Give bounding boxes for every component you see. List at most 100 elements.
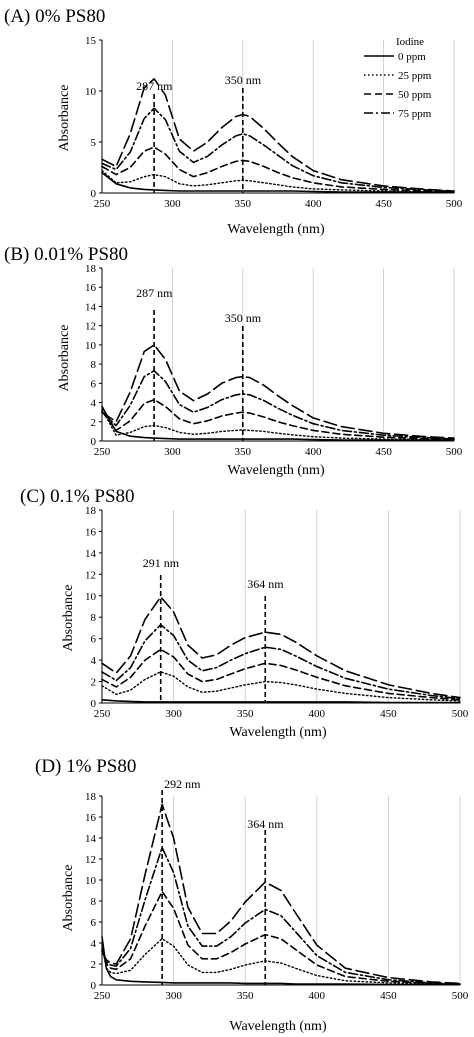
panel-d-x-tick-label: 350 [237,990,254,1002]
panel-b-title: (B) 0.01% PS80 [4,244,128,265]
panel-c-series-1-line [101,671,461,702]
panel-a-x-tick-label: 450 [375,198,392,210]
panel-a-plot: 250 300 350 400 450 500 0 5 10 15 287 nm 350 nm [85,35,463,210]
panel-c-y-tick-label: 6 [91,634,97,646]
panel-a-y-tick-label: 10 [85,86,97,98]
panel-c-x-tick-label: 350 [237,708,254,720]
panel-a-x-tick-label: 250 [94,198,111,210]
panel-a-x-tick-label: 300 [164,198,181,210]
panel-d-series-2-line [101,890,461,985]
panel-d-plot: 250 300 350 400 450 500 0 2 4 6 8 10 12 14 16 18 292 nm 3… [85,777,469,1002]
panel-b-x-tick-label: 400 [305,446,322,458]
panel-d-series-0-line [101,935,461,986]
panel-a-peak-label: 350 nm [225,73,262,87]
panel-c-y-tick-label: 18 [85,505,97,517]
panel-b-series-1-line [101,408,455,441]
panel-b-series-0-line [101,405,455,441]
panel-d-y-tick-label: 0 [91,980,97,992]
panel-b-peak-label: 287 nm [136,286,173,300]
panel-a-series-4-line [101,78,455,192]
legend-entries: 0 ppm 25 ppm 50 ppm 75 ppm [364,51,432,120]
panel-d-y-tick-label: 2 [91,959,97,971]
panel-b-series-3-line [101,369,455,440]
panel-c-x-tick-label: 400 [309,708,326,720]
panel-b-xlabel: Wavelength (nm) [227,463,325,478]
panel-a-y-tick-label: 15 [85,35,97,47]
panel-c-series-4-line [101,596,461,699]
panel-b-y-tick-label: 4 [91,398,97,410]
panel-c-x-tick-label: 500 [452,708,469,720]
panel-c-y-tick-label: 2 [91,677,97,689]
panel-d: (D) 1% PS80 250 300 350 400 450 500 0 2 4 6 8 10 12 1… [35,756,469,1034]
panel-c-plot: 250 300 350 400 450 500 0 2 4 6 8 10 12 14 16 18 291 nm 3… [85,505,469,720]
panel-a-x-tick-label: 400 [305,198,322,210]
panel-a-peak-label: 287 nm [136,79,173,93]
panel-d-y-tick-label: 4 [91,938,97,950]
panel-d-y-tick-label: 10 [85,875,97,887]
panel-b-y-tick-label: 14 [85,301,97,313]
panel-d-x-tick-label: 500 [452,990,469,1002]
legend-label: 75 ppm [398,108,432,120]
panel-d-series-1-line [101,938,461,986]
panel-c-y-tick-label: 4 [91,655,97,667]
panel-d-peak-label: 292 nm [164,777,201,791]
panel-b-x-tick-label: 250 [94,446,111,458]
panel-c-y-tick-label: 10 [85,591,97,603]
panel-a-series-1-line [101,169,455,194]
panel-d-y-tick-label: 6 [91,917,97,929]
panel-c-xlabel: Wavelength (nm) [229,725,327,740]
panel-b-y-tick-label: 12 [85,321,96,333]
panel-b-series-2-line [101,398,455,441]
panel-a-ylabel: Absorbance [57,85,72,152]
panel-d-xlabel: Wavelength (nm) [229,1019,327,1034]
panel-b-y-tick-label: 16 [85,282,97,294]
panel-c-peak-label: 291 nm [143,556,180,570]
panel-d-x-tick-label: 300 [165,990,182,1002]
panel-c-y-tick-label: 8 [91,612,97,624]
panel-a-series-2-line [101,146,455,193]
panel-b-x-tick-label: 350 [235,446,252,458]
panel-c: (C) 0.1% PS80 250 300 350 400 450 500 0 2 4 6 8 10 1… [20,486,469,740]
panel-b-plot: 250 300 350 400 450 500 0 2 4 6 8 10 12 14 16 18 287 nm 3… [85,263,463,458]
panel-d-y-tick-label: 14 [85,833,97,845]
panel-b-y-tick-label: 2 [91,417,97,429]
panel-c-y-tick-label: 0 [91,698,97,710]
panel-d-series-3-line [101,846,461,985]
panel-d-x-tick-label: 450 [380,990,397,1002]
panel-b-x-tick-label: 450 [375,446,392,458]
panel-b-y-tick-label: 0 [91,436,97,448]
panel-d-x-tick-label: 250 [94,990,111,1002]
panel-a-y-tick-label: 5 [91,137,97,149]
panel-c-title: (C) 0.1% PS80 [20,486,135,507]
panel-d-ylabel: Absorbance [61,865,76,932]
panel-c-y-tick-label: 16 [85,526,97,538]
panel-d-title: (D) 1% PS80 [35,756,136,777]
panel-c-x-tick-label: 300 [165,708,182,720]
panel-b-peak-label: 350 nm [225,311,262,325]
panel-d-y-tick-label: 12 [85,854,96,866]
panel-c-x-tick-label: 250 [94,708,111,720]
panel-b-x-tick-label: 500 [446,446,463,458]
panel-c-y-tick-label: 14 [85,548,97,560]
legend-label: 25 ppm [398,70,432,82]
legend-label: 0 ppm [398,51,426,63]
panel-a-x-tick-label: 350 [235,198,252,210]
panel-b-y-tick-label: 18 [85,263,97,275]
panel-b-series-4-line [101,344,455,439]
panel-d-peak-label: 364 nm [247,817,284,831]
panel-d-series-4-line [101,803,461,985]
panel-b-y-tick-label: 10 [85,340,97,352]
panel-a-x-tick-label: 500 [446,198,463,210]
panel-d-y-tick-label: 16 [85,812,97,824]
panel-b: (B) 0.01% PS80 250 300 350 400 450 500 0 2 4 6 8 10… [4,244,463,478]
panel-a: (A) 0% PS80 250 300 350 400 450 500 0 5 10 15 287 … [4,6,463,237]
panel-a-title: (A) 0% PS80 [4,6,105,27]
panel-c-ylabel: Absorbance [61,585,76,652]
legend-title: Iodine [396,36,424,48]
panel-c-x-tick-label: 450 [380,708,397,720]
panel-b-y-tick-label: 8 [91,359,97,371]
panel-d-x-tick-label: 400 [309,990,326,1002]
panel-d-y-tick-label: 18 [85,791,97,803]
legend: Iodine 0 ppm 25 ppm 50 ppm 75 ppm [364,36,432,120]
